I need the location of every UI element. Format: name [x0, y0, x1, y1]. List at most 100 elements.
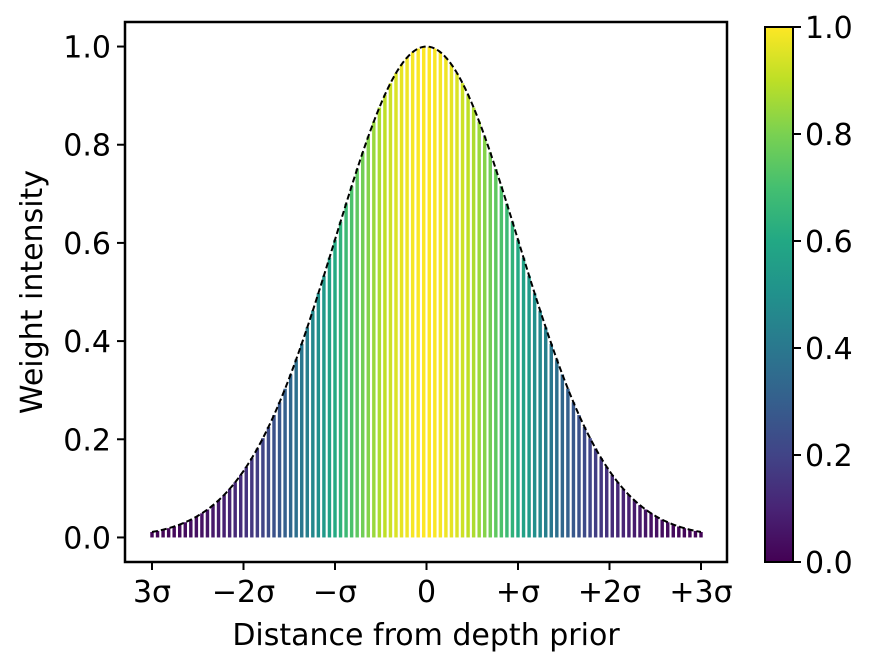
weight-bar [477, 121, 481, 538]
weight-bar [566, 388, 570, 538]
weight-bar [178, 524, 182, 538]
colorbar-tick-label: 0.8 [805, 118, 853, 153]
weight-bar [593, 448, 598, 538]
weight-bar [466, 94, 470, 538]
colorbar-ticks: 0.0 0.2 0.4 0.6 0.8 1.0 [793, 11, 853, 581]
weight-bar [555, 359, 559, 538]
weight-bar [510, 221, 515, 538]
weight-bar [294, 359, 298, 538]
weight-bar [532, 293, 537, 538]
weight-bar [649, 513, 653, 538]
y-axis-ticks: 0.0 0.2 0.4 0.6 0.8 1.0 [63, 31, 125, 556]
weight-bar [189, 519, 193, 538]
weight-bar [155, 530, 160, 538]
x-tick-label: −σ [313, 575, 357, 610]
weight-bar [366, 136, 370, 538]
weight-bar [449, 64, 454, 538]
weight-bar [239, 474, 243, 538]
weight-bar [410, 52, 415, 538]
weight-bar [488, 152, 492, 538]
weight-bar [288, 374, 293, 538]
weight-bar [427, 46, 431, 538]
weight-bar [261, 438, 265, 538]
colorbar-tick-label: 0.6 [805, 225, 853, 260]
weight-bar [422, 46, 426, 538]
weight-bar [682, 528, 687, 538]
weight-bar [150, 532, 154, 538]
colorbar-tick-label: 1.0 [805, 11, 853, 46]
weight-bar [399, 64, 404, 538]
weight-bar [200, 513, 204, 538]
gaussian-dashed-curve [151, 45, 702, 533]
weight-bar [316, 293, 321, 538]
weight-bar [355, 169, 359, 538]
colorbar [764, 26, 794, 563]
weight-bar [216, 500, 221, 538]
weight-bar [654, 516, 659, 538]
weight-bar [494, 169, 498, 538]
weight-bar [605, 466, 609, 538]
weight-bar [277, 402, 282, 538]
weight-bar [388, 83, 393, 538]
weight-bar [660, 519, 664, 538]
weight-bar [433, 48, 437, 538]
weight-bar [571, 402, 576, 538]
weight-bar [349, 186, 354, 538]
weight-bar [322, 275, 326, 538]
weight-bar [621, 488, 626, 538]
weight-bar [305, 327, 309, 538]
weight-bar [455, 73, 459, 538]
colorbar-tick-label: 0.4 [805, 332, 853, 367]
weight-bar [549, 343, 553, 538]
weight-bar [333, 239, 337, 538]
weight-bar [361, 152, 365, 538]
weight-bar [521, 257, 526, 538]
weight-bar [172, 526, 176, 538]
weight-bar [544, 327, 548, 538]
weight-bar [438, 52, 443, 538]
weight-bar [627, 494, 631, 538]
weight-bar [693, 530, 698, 538]
weight-bar [499, 186, 504, 538]
weight-bar [444, 57, 448, 538]
weight-bar [460, 83, 465, 538]
weight-bar [577, 415, 581, 538]
y-tick-label: 1.0 [63, 31, 111, 66]
y-axis-label: Weight intensity [15, 170, 50, 414]
x-axis-label: Distance from depth prior [232, 618, 620, 653]
weight-bar [527, 275, 531, 538]
weight-bar [666, 522, 670, 538]
weight-bar [516, 239, 520, 538]
x-axis-ticks: 3σ −2σ −σ 0 +σ +2σ +3σ [133, 562, 733, 610]
x-tick-label: +2σ [578, 575, 641, 610]
weight-bar [222, 494, 226, 538]
y-tick-label: 0.8 [63, 129, 111, 164]
weight-bar [244, 466, 248, 538]
y-tick-label: 0.0 [63, 521, 111, 556]
weight-bar [183, 522, 187, 538]
y-tick-label: 0.6 [63, 227, 111, 262]
weight-bar [372, 121, 376, 538]
x-tick-label: −2σ [212, 575, 275, 610]
weight-bar [300, 343, 304, 538]
weight-bar [250, 458, 254, 538]
weight-bar [272, 415, 276, 538]
colorbar-tick-label: 0.0 [805, 546, 853, 581]
weight-bar [582, 427, 587, 538]
weight-bar [283, 388, 287, 538]
weight-bar [471, 107, 476, 538]
weight-bar [338, 221, 343, 538]
weight-bar [166, 528, 171, 538]
weight-bar [599, 458, 603, 538]
weight-bar [505, 203, 509, 538]
weight-bar [344, 203, 348, 538]
bars-layer [150, 46, 703, 538]
weight-bar [311, 310, 315, 538]
weight-bar [699, 532, 703, 538]
weight-bar [643, 509, 648, 538]
weight-bar [632, 500, 637, 538]
weight-bar [255, 448, 260, 538]
plot-frame [123, 20, 729, 564]
weight-bar [560, 374, 565, 538]
